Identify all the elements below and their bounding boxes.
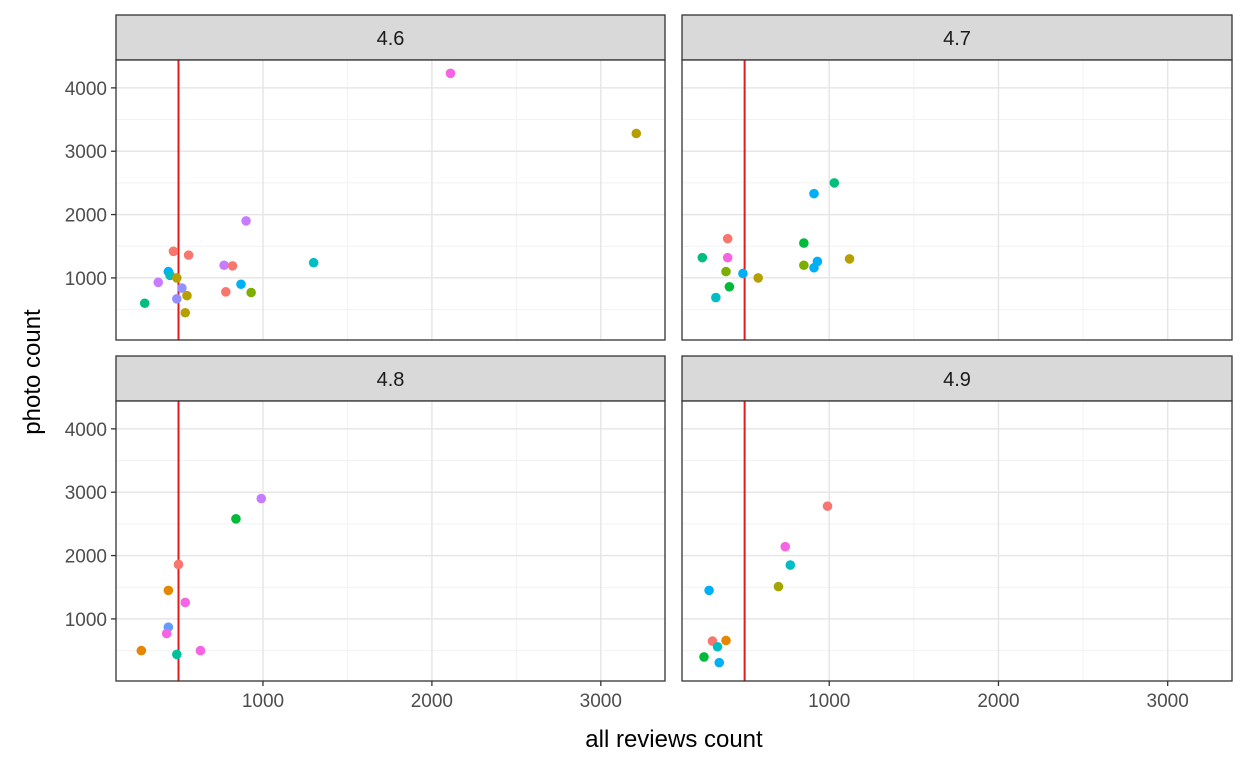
data-point xyxy=(829,178,840,188)
panel-background xyxy=(682,60,1232,340)
data-point xyxy=(714,657,725,668)
data-point xyxy=(195,645,206,656)
facet-strip-label: 4.6 xyxy=(377,28,405,50)
facet-strip xyxy=(681,14,1233,61)
y-tick-label: 4000 xyxy=(65,79,107,100)
data-point xyxy=(780,541,791,552)
facet-strip-label: 4.9 xyxy=(943,369,971,391)
data-point xyxy=(161,628,172,639)
panel-border xyxy=(115,400,666,682)
data-point xyxy=(227,261,238,271)
panel-border xyxy=(115,59,666,341)
data-point xyxy=(221,287,231,297)
y-axis-title: photo count xyxy=(19,309,46,435)
data-point xyxy=(799,260,809,271)
data-point xyxy=(153,277,164,288)
data-point xyxy=(163,585,174,596)
data-point xyxy=(697,252,708,263)
data-point xyxy=(785,560,796,570)
data-point xyxy=(721,635,731,646)
data-point xyxy=(172,273,182,283)
data-point xyxy=(180,597,191,608)
panel-background xyxy=(116,60,665,340)
data-point xyxy=(721,266,731,277)
panel-background xyxy=(116,401,665,681)
data-point xyxy=(699,652,709,662)
data-point xyxy=(844,254,855,264)
data-point xyxy=(256,493,267,504)
data-point xyxy=(753,273,763,283)
data-point xyxy=(139,298,150,309)
x-tick-label: 3000 xyxy=(580,691,622,712)
data-point xyxy=(241,216,251,226)
data-point xyxy=(172,649,182,660)
y-tick-label: 1000 xyxy=(65,610,107,631)
y-tick-label: 3000 xyxy=(65,142,107,163)
data-point xyxy=(445,68,456,79)
x-tick-label: 3000 xyxy=(1147,691,1189,712)
facet-panel-4-8: 4.8 1000 2000 3000 4000 1000 2000 3000 xyxy=(65,355,666,712)
y-tick-label: 2000 xyxy=(65,206,107,227)
data-point xyxy=(704,585,714,596)
data-point xyxy=(177,283,187,293)
data-point xyxy=(799,238,809,248)
data-point xyxy=(136,645,147,656)
data-point xyxy=(172,294,182,304)
data-point xyxy=(231,514,241,524)
data-point xyxy=(809,262,819,273)
data-point xyxy=(180,307,191,318)
data-point xyxy=(822,501,833,511)
x-tick-label: 2000 xyxy=(411,691,453,712)
x-tick-label: 2000 xyxy=(977,691,1019,712)
x-tick-label: 1000 xyxy=(808,691,850,712)
facet-panel-4-7: 4.7 xyxy=(681,14,1233,341)
data-point xyxy=(712,641,723,652)
data-point xyxy=(724,281,735,292)
data-point xyxy=(308,257,319,268)
facet-panel-4-9: 4.9 1000 2000 3000 xyxy=(681,355,1233,712)
data-point xyxy=(738,268,748,279)
data-point xyxy=(168,246,179,257)
facet-strip-label: 4.7 xyxy=(943,28,971,50)
data-point xyxy=(773,581,784,592)
data-point xyxy=(219,260,229,271)
panel-border xyxy=(681,59,1233,341)
panel-border xyxy=(681,400,1233,682)
data-point xyxy=(631,128,642,139)
y-tick-label: 2000 xyxy=(65,547,107,568)
data-point xyxy=(722,233,733,244)
facet-strip xyxy=(681,355,1233,402)
y-tick-label: 3000 xyxy=(65,483,107,504)
data-point xyxy=(182,290,192,301)
data-point xyxy=(173,559,184,570)
y-tick-label: 4000 xyxy=(65,420,107,441)
data-point xyxy=(236,279,246,290)
x-tick-label: 1000 xyxy=(242,691,284,712)
data-point xyxy=(809,188,819,199)
x-axis-title: all reviews count xyxy=(585,726,763,753)
panel-background xyxy=(682,401,1232,681)
facet-strip xyxy=(115,14,666,61)
data-point xyxy=(711,292,721,303)
y-tick-label: 1000 xyxy=(65,269,107,290)
data-point xyxy=(183,250,194,260)
facet-panel-4-6: 4.6 1000 2000 3000 4000 xyxy=(65,14,666,341)
data-point xyxy=(722,252,733,263)
data-point xyxy=(246,287,256,298)
facet-strip-label: 4.8 xyxy=(377,369,405,391)
